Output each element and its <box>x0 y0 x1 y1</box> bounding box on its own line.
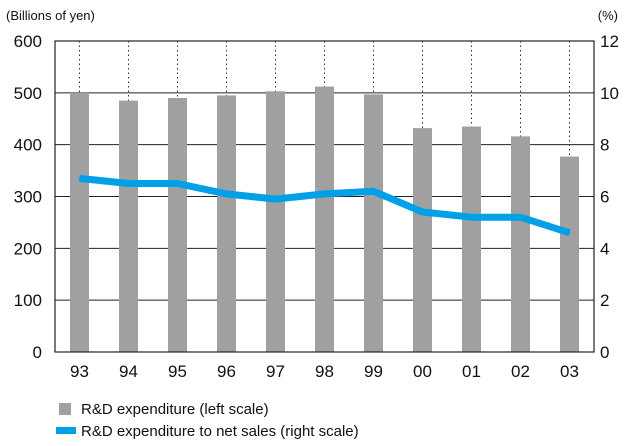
bar-rd-expenditure <box>217 95 236 353</box>
line-point <box>78 177 81 180</box>
bar-rd-expenditure <box>266 91 285 353</box>
left-tick-label: 600 <box>14 32 42 51</box>
category-label: 02 <box>511 362 530 381</box>
line-point <box>372 190 375 193</box>
right-tick-label: 6 <box>600 188 609 207</box>
right-tick-label: 2 <box>600 291 609 310</box>
category-label: 96 <box>217 362 236 381</box>
right-tick-label: 8 <box>600 136 609 155</box>
legend-label-line: R&D expenditure to net sales (right scal… <box>81 423 359 440</box>
left-axis-unit-label: (Billions of yen) <box>6 8 95 23</box>
right-axis-unit-label: (%) <box>598 8 618 23</box>
line-point <box>176 182 179 185</box>
bar-rd-expenditure <box>315 86 334 352</box>
line-layer <box>78 174 571 237</box>
right-tick-label: 0 <box>600 343 609 362</box>
bar-rd-expenditure <box>413 128 432 352</box>
bar-rd-expenditure <box>364 94 383 352</box>
category-label: 97 <box>266 362 285 381</box>
category-label: 00 <box>413 362 432 381</box>
left-tick-label: 0 <box>33 343 42 362</box>
line-point <box>127 182 130 185</box>
left-tick-label: 300 <box>14 188 42 207</box>
line-point <box>274 198 277 201</box>
right-tick-label: 10 <box>600 84 619 103</box>
plot-frame <box>54 40 595 353</box>
line-point <box>470 216 473 219</box>
line-point <box>519 216 522 219</box>
line-point <box>225 192 228 195</box>
bar-rd-expenditure <box>560 156 579 352</box>
category-label: 98 <box>315 362 334 381</box>
category-label: 93 <box>70 362 89 381</box>
legend: R&D expenditure (left scale) R&D expendit… <box>56 401 359 440</box>
line-point <box>323 192 326 195</box>
right-tick-label: 12 <box>600 32 619 51</box>
category-label: 99 <box>364 362 383 381</box>
legend-swatch-line <box>56 427 76 434</box>
left-tick-label: 400 <box>14 136 42 155</box>
bar-rd-expenditure <box>462 126 481 353</box>
left-tick-label: 100 <box>14 291 42 310</box>
category-label: 94 <box>119 362 138 381</box>
bar-layer <box>70 86 579 353</box>
bar-rd-expenditure <box>168 98 187 353</box>
category-label: 03 <box>560 362 579 381</box>
left-tick-label: 500 <box>14 84 42 103</box>
plot-border <box>54 40 595 353</box>
right-tick-label: 4 <box>600 239 609 258</box>
category-label: 95 <box>168 362 187 381</box>
line-point <box>568 231 571 234</box>
bar-rd-expenditure <box>119 100 138 352</box>
legend-swatch-bar <box>59 403 71 415</box>
left-tick-label: 200 <box>14 239 42 258</box>
bar-rd-expenditure <box>511 136 530 352</box>
category-label: 01 <box>462 362 481 381</box>
bar-rd-expenditure <box>70 92 89 352</box>
legend-label-bar: R&D expenditure (left scale) <box>81 401 269 418</box>
line-point <box>421 211 424 214</box>
